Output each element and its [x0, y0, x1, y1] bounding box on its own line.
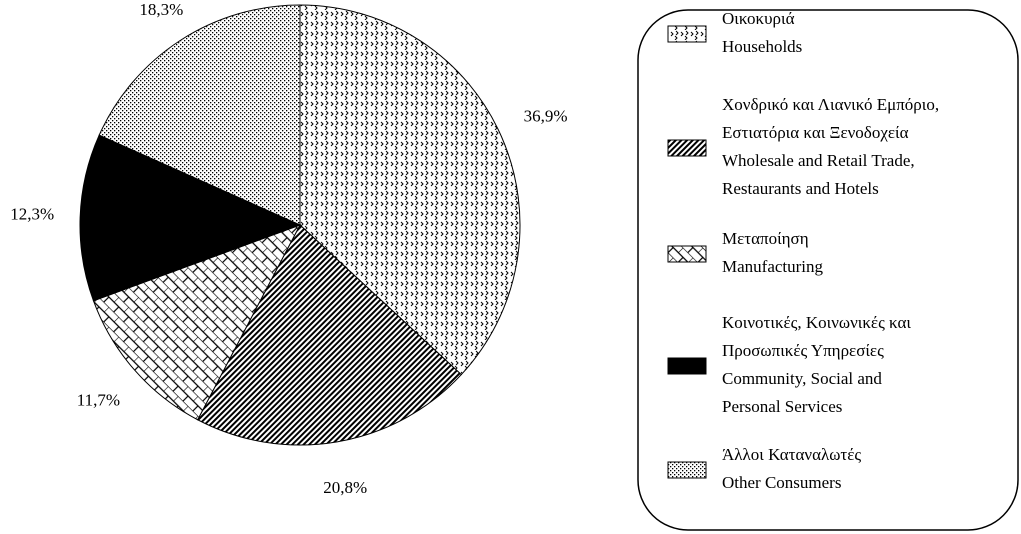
legend-label: Κοινοτικές, Κοινωνικές και: [722, 313, 911, 332]
pie-slice: [299, 4, 521, 376]
pie-slice: [79, 134, 302, 302]
legend-swatch: [667, 139, 707, 157]
slice-label: 18,3%: [139, 0, 183, 19]
pie-slice: [98, 4, 301, 226]
legend-label: Wholesale and Retail Trade,: [722, 151, 915, 170]
legend-label: Community, Social and: [722, 369, 882, 388]
legend-label: Restaurants and Hotels: [722, 179, 879, 198]
legend-swatch: [667, 25, 707, 43]
legend-swatch: [667, 461, 707, 479]
legend-box: [637, 9, 1019, 531]
slice-label: 20,8%: [323, 478, 367, 497]
legend-label: Manufacturing: [722, 257, 824, 276]
legend-label: Οικοκυριά: [722, 9, 795, 28]
pie-slice: [92, 224, 302, 421]
slice-label: 11,7%: [77, 391, 120, 410]
legend-swatch: [667, 357, 707, 375]
legend-label: Χονδρικό και Λιανικό Εμπόριο,: [722, 95, 939, 114]
legend-label: Προσωπικές Υπηρεσίες: [722, 341, 884, 360]
legend-label: Μεταποίηση: [722, 229, 809, 248]
legend-label: Households: [722, 37, 802, 56]
legend-label: Εστιατόρια και Ξενοδοχεία: [722, 123, 909, 142]
legend-swatch: [667, 245, 707, 263]
slice-label: 12,3%: [10, 205, 54, 224]
slice-label: 36,9%: [524, 107, 568, 126]
legend-label: Other Consumers: [722, 473, 841, 492]
legend-label: Άλλοι Καταναλωτές: [722, 445, 861, 464]
legend-label: Personal Services: [722, 397, 842, 416]
pie-slice: [196, 224, 463, 446]
